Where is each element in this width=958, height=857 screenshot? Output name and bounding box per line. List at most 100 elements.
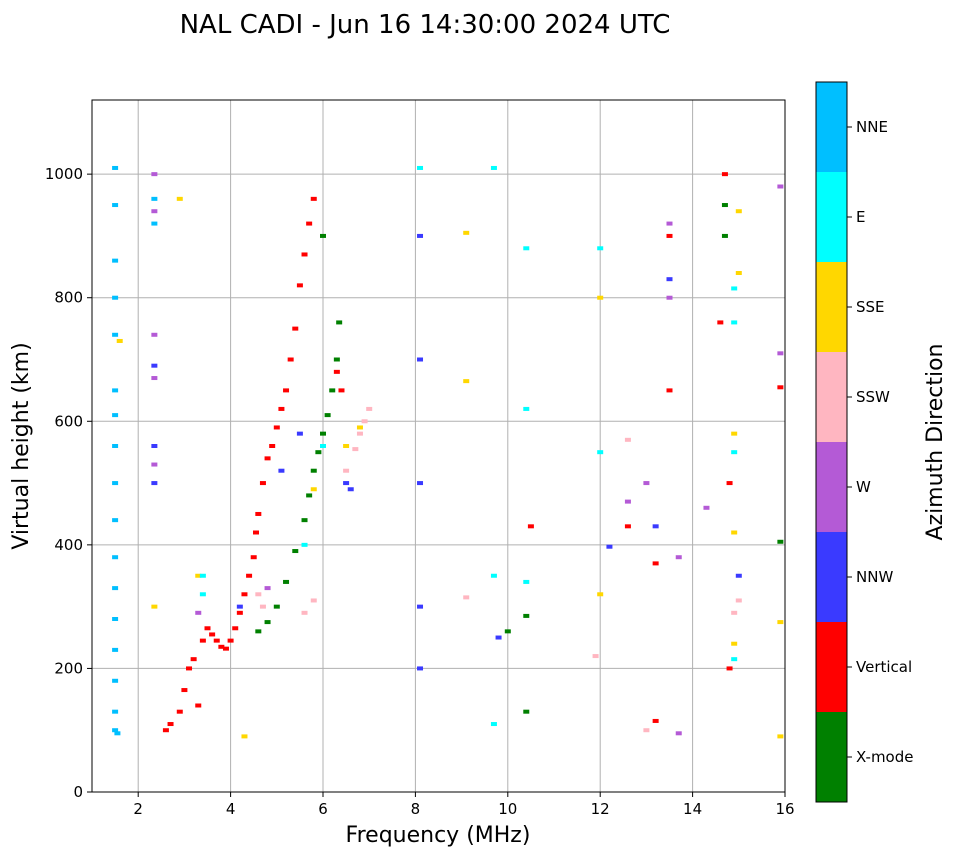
echo-point-vertical [726, 481, 733, 486]
y-tick-label: 600 [54, 412, 83, 430]
echo-point-sse [777, 734, 784, 739]
echo-point-vertical [283, 388, 290, 393]
echo-point-nnw [296, 431, 303, 436]
echo-point-ssw [356, 431, 363, 436]
colorbar-segment-e [816, 172, 847, 262]
echo-point-w [666, 295, 673, 300]
echo-point-e [523, 579, 530, 584]
echo-point-e [490, 722, 497, 727]
colorbar-frame [815, 81, 848, 803]
colorbar-segment-sse [816, 262, 847, 352]
echo-point-sse [731, 530, 738, 535]
echo-point-nne [112, 586, 119, 591]
y-tick-label: 800 [54, 289, 83, 307]
echo-point-vertical [269, 444, 276, 448]
echo-point-sse [356, 425, 363, 430]
echo-point-e [490, 165, 497, 170]
x-tick-label: 8 [411, 800, 421, 818]
y-axis-label: Virtual height (km) [9, 342, 34, 549]
echo-point-vertical [227, 638, 234, 643]
colorbar-segment-nnw [816, 532, 847, 622]
echo-point-x-mode [283, 579, 290, 584]
colorbar-tick-label: NNW [856, 568, 893, 586]
echo-point-vertical [310, 196, 317, 201]
echo-point-nne [114, 731, 121, 736]
echo-point-vertical [333, 369, 340, 374]
echo-point-sse [463, 230, 470, 235]
echo-point-nnw [151, 481, 158, 486]
echo-point-w [777, 184, 784, 189]
echo-point-nnw [151, 444, 158, 448]
echo-point-vertical [777, 385, 784, 390]
y-tick-label: 0 [73, 783, 83, 801]
echo-point-w [151, 172, 158, 177]
echo-point-sse [735, 271, 742, 275]
echo-point-vertical [264, 456, 271, 461]
echo-point-nne [151, 196, 158, 201]
echo-point-nnw [417, 666, 424, 671]
echo-point-e [597, 450, 604, 455]
echo-point-nnw [343, 481, 350, 486]
echo-point-w [675, 731, 682, 736]
echo-point-w [151, 462, 158, 467]
echo-point-x-mode [320, 431, 326, 436]
echo-point-nne [112, 332, 119, 337]
echo-point-nnw [417, 481, 424, 486]
echo-point-x-mode [523, 709, 530, 714]
echo-point-vertical [259, 481, 266, 486]
colorbar-tick-label: X-mode [856, 748, 913, 766]
echo-point-nne [112, 617, 119, 621]
chart-title: NAL CADI - Jun 16 14:30:00 2024 UTC [180, 10, 671, 40]
echo-point-nne [112, 444, 119, 448]
echo-point-nne [112, 165, 119, 170]
colorbar-tick-label: SSE [856, 298, 885, 316]
echo-point-vertical [278, 406, 285, 411]
echo-point-sse [731, 431, 738, 436]
echo-point-ssw [301, 610, 308, 615]
echo-point-e [199, 573, 206, 578]
echo-point-vertical [222, 646, 229, 651]
echo-point-nne [112, 518, 119, 523]
echo-point-sse [310, 487, 317, 492]
echo-point-sse [151, 604, 158, 609]
echo-point-e [490, 573, 497, 578]
echo-point-nne [112, 203, 119, 208]
echo-point-ssw [255, 592, 262, 597]
echo-point-vertical [666, 388, 673, 393]
echo-point-x-mode [333, 357, 340, 362]
echo-point-vertical [195, 703, 202, 708]
echo-point-nnw [151, 363, 158, 368]
x-tick-label: 16 [775, 800, 794, 818]
echo-point-vertical [527, 524, 534, 529]
echo-point-vertical [204, 626, 211, 631]
echo-point-vertical [338, 388, 345, 393]
echo-point-e [523, 406, 530, 411]
echo-point-sse [176, 196, 183, 201]
echo-point-e [731, 286, 738, 291]
echo-point-sse [777, 620, 784, 625]
echo-point-x-mode [273, 604, 280, 609]
echo-point-x-mode [324, 413, 331, 418]
colorbar-segment-vertical [816, 622, 847, 712]
echo-point-nnw [495, 635, 502, 640]
echo-point-vertical [250, 555, 257, 560]
echo-point-x-mode [306, 493, 313, 498]
echo-point-vertical [209, 632, 216, 637]
echo-point-vertical [181, 688, 188, 693]
echo-point-w [703, 505, 710, 510]
colorbar-segment-w [816, 442, 847, 532]
x-tick-label: 6 [318, 800, 328, 818]
plot-area [92, 100, 785, 792]
echo-point-ssw [259, 604, 266, 609]
x-axis-ticks: 2 4 6 8 10 12 14 16 [133, 792, 795, 818]
echo-point-ssw [463, 595, 470, 600]
echo-point-sse [343, 444, 350, 448]
echo-point-e [320, 444, 326, 448]
echo-point-e [417, 165, 424, 170]
echo-point-e [199, 592, 206, 597]
echo-point-nnw [347, 487, 354, 492]
echo-point-vertical [726, 666, 733, 671]
echo-point-w [777, 351, 784, 356]
echo-point-vertical [176, 709, 183, 714]
